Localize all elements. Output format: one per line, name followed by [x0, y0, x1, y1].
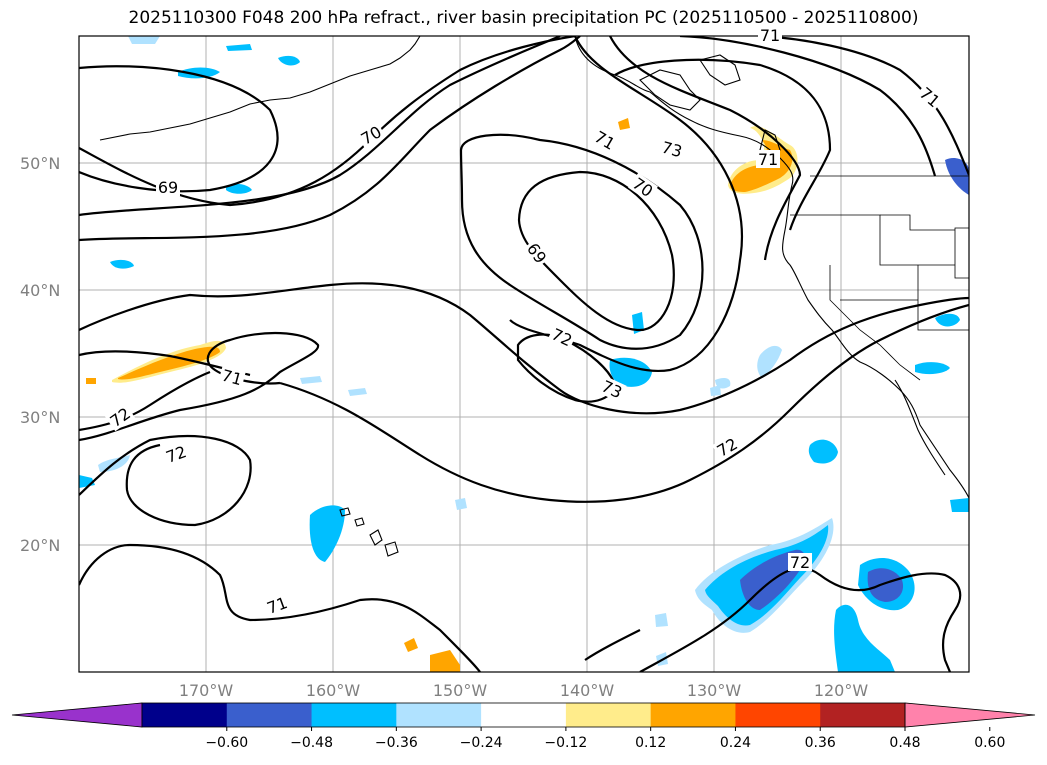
colorbar-tick-label: 0.60: [974, 735, 1005, 751]
contour-label-bg: [597, 375, 627, 403]
lat-label-50: 50°N: [20, 154, 60, 173]
contour-label-bg: [628, 172, 658, 202]
contour-label-bg: [788, 553, 812, 571]
colorbar-tick-label: 0.24: [720, 735, 751, 751]
colorbar-ticks: −0.60 −0.48 −0.36 −0.24 −0.12 0.12 0.24 0.36 0.4…: [205, 727, 1005, 751]
colorbar-tick-label: −0.60: [205, 735, 248, 751]
colorbar-segment: [481, 703, 567, 727]
colorbar: [11, 702, 1036, 728]
contour-label-bg: [915, 82, 945, 112]
lon-label-140w: 140°W: [560, 681, 615, 700]
colorbar-segment: [565, 703, 652, 727]
contour-label-bg: [590, 126, 620, 154]
colorbar-tick-label: −0.12: [544, 735, 587, 751]
colorbar-segment: [311, 703, 397, 727]
contour-label-bg: [105, 402, 135, 432]
colorbar-segment: [820, 703, 906, 727]
colorbar-segment: [226, 703, 313, 727]
contour-label: 71: [220, 366, 245, 390]
colorbar-tick-label: 0.48: [889, 735, 920, 751]
lon-label-160w: 160°W: [306, 681, 361, 700]
contour-label-bg: [356, 121, 386, 149]
lat-label-30: 30°N: [20, 408, 60, 427]
colorbar-segment: [650, 703, 736, 727]
contour-label-bg: [161, 441, 191, 467]
contour-label-bg: [547, 323, 577, 351]
colorbar-extend-high: [904, 702, 1036, 728]
contour-label-bg: [758, 26, 782, 44]
contour-label-bg: [712, 433, 742, 461]
coastlines: [99, 36, 969, 557]
lat-label-20: 20°N: [20, 536, 60, 555]
colorbar-segment: [396, 703, 482, 727]
contour-label-bg: [262, 592, 292, 618]
contour-label-bg: [756, 150, 780, 168]
map-title: 2025110300 F048 200 hPa refract., river …: [128, 8, 919, 28]
colorbar-segment: [735, 703, 821, 727]
colorbar-tick-label: −0.24: [460, 735, 503, 751]
colorbar-segment: [142, 703, 228, 727]
contour-label-bg: [658, 137, 686, 161]
lon-label-130w: 130°W: [687, 681, 742, 700]
lat-label-40: 40°N: [20, 281, 60, 300]
lon-label-120w: 120°W: [814, 681, 869, 700]
map-panel: [79, 36, 969, 672]
contour-label-bg: [156, 178, 180, 196]
contour-label: 73: [660, 138, 685, 162]
contour-label: 71: [758, 150, 778, 169]
map-frame: [78, 35, 970, 673]
contour-label: 71: [760, 26, 780, 45]
political-borders: [790, 175, 969, 381]
contour-label-bg: [522, 238, 552, 268]
contour-label: 69: [158, 178, 178, 197]
colorbar-tick-label: 0.36: [805, 735, 836, 751]
colorbar-extend-low: [11, 702, 143, 728]
colorbar-frame: [141, 702, 906, 728]
contour-label-bg: [218, 365, 246, 389]
colorbar-tick-label: 0.12: [635, 735, 666, 751]
contour-label: 72: [790, 553, 810, 572]
colorbar-tick-label: −0.36: [375, 735, 418, 751]
lon-label-150w: 150°W: [433, 681, 488, 700]
colorbar-tick-label: −0.48: [290, 735, 333, 751]
refractivity-contours: [79, 36, 969, 672]
lon-label-170w: 170°W: [179, 681, 234, 700]
